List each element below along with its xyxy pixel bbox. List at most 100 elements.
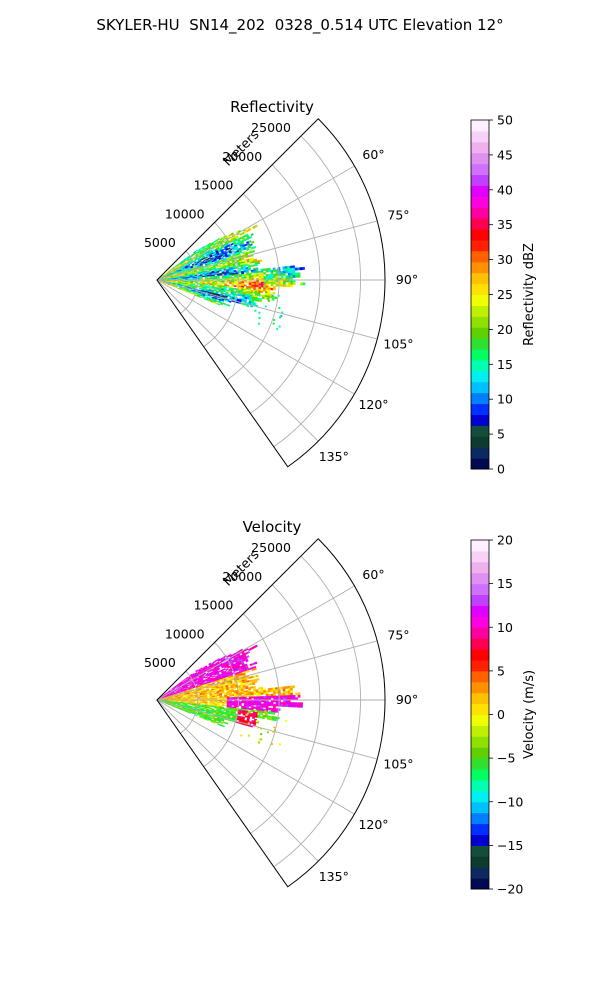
echo-speckle	[254, 291, 257, 294]
echo-cell	[272, 687, 276, 691]
echo-cell	[273, 285, 276, 289]
echo-cell	[231, 690, 235, 693]
echo-cell	[222, 668, 226, 671]
echo-cell	[173, 697, 176, 699]
echo-cell	[209, 705, 213, 707]
colorbar-tick-label: 30	[497, 252, 513, 267]
echo-speckle	[240, 734, 243, 737]
echo-cell	[287, 284, 291, 288]
echo-cell	[205, 718, 209, 721]
colorbar-swatch	[471, 681, 489, 694]
echo-cell	[239, 276, 242, 279]
echo-cell	[233, 267, 237, 270]
colorbar-swatch	[471, 605, 489, 617]
colorbar-swatch	[471, 583, 489, 596]
echo-cell	[228, 686, 232, 689]
echo-cell	[268, 693, 272, 697]
echo-cell	[199, 695, 203, 698]
colorbar-swatch	[471, 174, 489, 186]
azimuth-tick-label: 135°	[319, 869, 349, 884]
range-tick-label: 15000	[194, 178, 234, 193]
echo-cell	[209, 715, 213, 718]
range-tick-label: 10000	[165, 206, 205, 221]
echo-cell	[290, 284, 294, 288]
echo-cell	[251, 274, 254, 277]
echo-speckle	[255, 720, 258, 723]
echo-cell	[199, 702, 203, 704]
panel-title: Reflectivity	[230, 98, 314, 116]
echo-cell	[258, 283, 262, 286]
echo-cell	[270, 701, 274, 705]
echo-cell	[295, 274, 299, 278]
echo-cell	[271, 298, 275, 301]
echo-cell	[295, 704, 298, 708]
colorbar-swatch	[471, 878, 489, 890]
echo-cell	[160, 701, 164, 703]
azimuth-spoke	[156, 640, 378, 701]
echo-cell	[202, 284, 205, 287]
colorbar: −20 −15 −10 −5 0 5 10 15 20 Velocity (m/s)	[470, 533, 537, 897]
azimuth-spoke	[156, 279, 355, 395]
echo-cell	[253, 692, 257, 696]
echo-cell	[256, 694, 259, 697]
echo-cell	[247, 683, 251, 686]
echo-cell	[300, 702, 303, 706]
range-ring	[250, 584, 321, 834]
echo-cell	[249, 261, 253, 264]
echo-cell	[282, 282, 286, 285]
echo-cell	[187, 701, 191, 703]
echo-cell	[219, 274, 223, 276]
colorbar-swatch	[471, 867, 489, 879]
echo-cell	[253, 283, 257, 286]
colorbar-tick-label: 50	[497, 113, 513, 128]
colorbar-tick-label: 25	[497, 287, 513, 302]
colorbar-swatch	[471, 725, 489, 737]
range-tick-label: 25000	[251, 540, 291, 555]
echo-cell	[217, 280, 220, 283]
echo-cell	[287, 702, 291, 705]
colorbar-swatch	[471, 834, 489, 846]
echo-cell	[275, 689, 279, 692]
echo-cell	[251, 276, 255, 279]
echo-cell	[251, 703, 254, 706]
echo-cell	[292, 267, 296, 271]
echo-cell	[252, 264, 256, 267]
echo-cell	[199, 703, 203, 705]
echo-cell	[175, 281, 179, 283]
echo-cell	[273, 695, 277, 699]
echo-cell	[243, 275, 247, 278]
echo-cell	[234, 697, 237, 699]
echo-cell	[253, 272, 257, 276]
colorbar-swatch	[471, 714, 489, 726]
echo-cell	[248, 273, 252, 276]
echo-speckle	[267, 299, 270, 302]
echo-cell	[273, 718, 278, 722]
echo-cell	[292, 282, 296, 285]
echo-cell	[292, 695, 296, 698]
echo-cell	[282, 693, 286, 696]
colorbar-swatch	[471, 370, 489, 383]
colorbar-tick-label: −20	[497, 882, 523, 897]
echo-cell	[243, 270, 247, 273]
echo-cell	[290, 275, 294, 278]
echo-cell	[211, 691, 215, 694]
echo-cell	[246, 693, 250, 696]
azimuth-tick-label: 60°	[362, 147, 384, 162]
echo-cell	[295, 702, 299, 706]
echo-cell	[255, 285, 259, 288]
echo-cell	[259, 259, 263, 263]
colorbar-swatch	[471, 152, 489, 165]
colorbar-swatch	[471, 670, 489, 683]
echo-cell	[189, 263, 192, 266]
echo-cell	[268, 695, 272, 699]
echo-cell	[220, 268, 224, 270]
echo-cell	[273, 281, 277, 285]
echo-cell	[258, 299, 262, 303]
echo-cell	[275, 710, 279, 713]
echo-cell	[243, 695, 247, 698]
azimuth-spoke	[156, 165, 355, 281]
echo-cell	[261, 276, 264, 279]
echo-cell	[190, 702, 193, 704]
echo-cell	[167, 703, 171, 706]
echo-cell	[248, 281, 252, 284]
